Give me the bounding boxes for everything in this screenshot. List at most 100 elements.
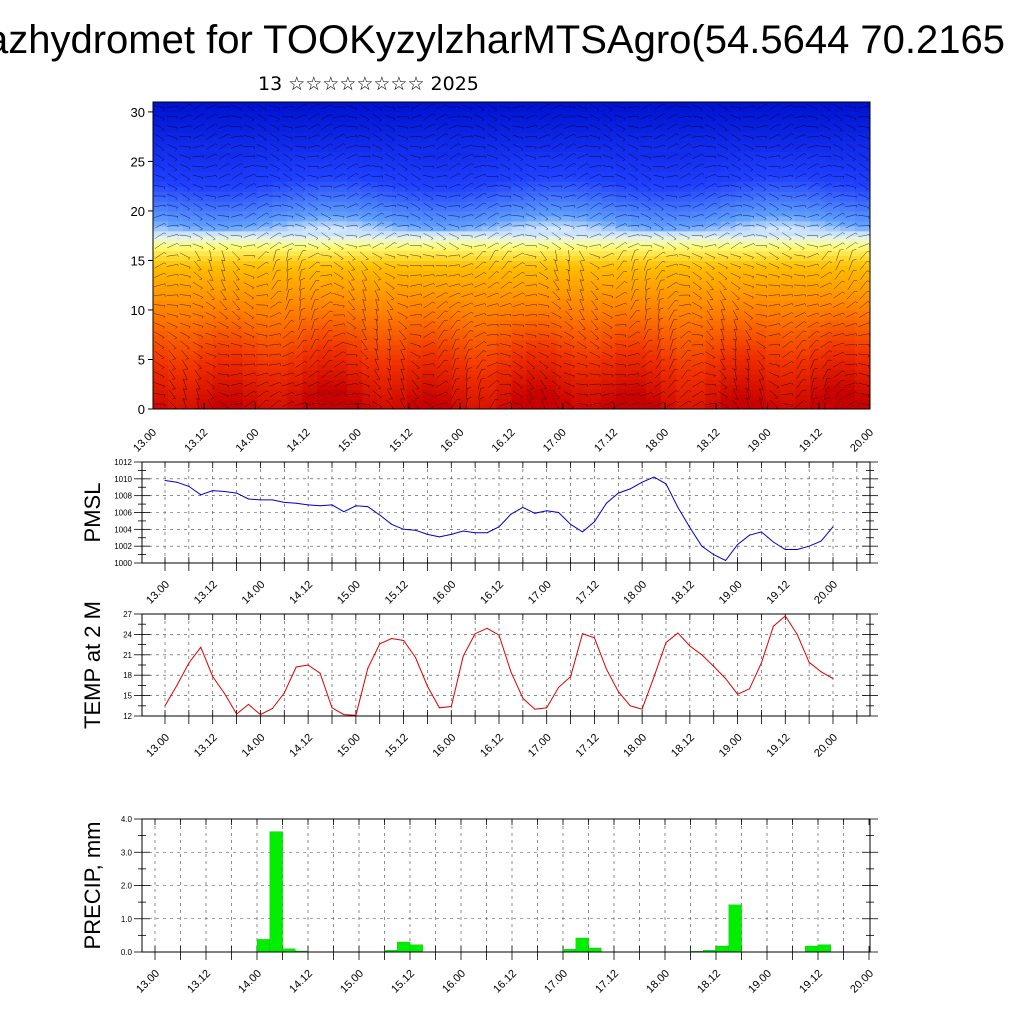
precip-bar [588,947,602,953]
pmsl-xtick-label: 16.00 [430,579,458,607]
temp-xtick-label: 19.12 [764,732,792,760]
temp-data-point [259,714,261,716]
temp-data-point [486,627,488,629]
precip-bar [575,937,589,953]
temp-data-point [522,697,524,699]
temp-grid [142,614,870,716]
temp-xtick-label: 17.00 [526,732,554,760]
xs-ytick-label: 0 [138,402,145,417]
pmsl-data-point [772,541,774,543]
temp-data-point [605,668,607,670]
precip-xtick-label: 17.12 [593,968,621,996]
precip-bar [805,945,819,953]
pmsl-data-point [426,533,428,535]
pmsl-data-point [701,545,703,547]
pmsl-data-point [403,528,405,530]
temp-panel: 12 15 18 21 24 27 TEMP at 2 M 13.00 13.12 14.00 14… [80,601,878,760]
pmsl-grid [142,462,870,563]
pmsl-data-point [450,533,452,535]
temp-data-point [784,615,786,617]
pmsl-data-point [593,521,595,523]
temp-data-point [391,638,393,639]
precip-xtick-label: 19.00 [746,968,774,996]
precip-ytick-label: 3.0 [121,848,133,857]
precip-xtick-label: 17.00 [542,968,570,996]
temp-data-point [236,713,238,715]
temp-data-point [629,705,631,707]
pmsl-ytick-label: 1010 [114,475,132,484]
pmsl-data-point [641,481,643,483]
temp-data-point [438,707,440,709]
temp-data-point [582,633,583,635]
pmsl-data-point [271,499,273,501]
temp-data-point [283,692,285,694]
precip-xtick-label: 14.12 [287,968,315,996]
pmsl-data-point [438,536,440,538]
temp-data-point [271,708,273,709]
precip-xtick-label: 13.12 [185,968,213,996]
temp-xtick-label: 20.00 [812,732,840,760]
temp-data-point [641,708,643,710]
precip-xtick-label: 18.12 [695,968,723,996]
pmsl-data-point [558,512,560,513]
precip-xtick-label: 18.00 [644,968,672,996]
pmsl-xtick-label: 20.00 [812,579,840,607]
temp-data-point [760,662,762,664]
pmsl-data-point [605,502,607,504]
pmsl-ytick-label: 1008 [114,492,132,501]
temp-ylabel: TEMP at 2 M [80,601,105,729]
pmsl-xtick-label: 19.00 [717,579,745,607]
precip-xtick-label: 16.12 [491,968,519,996]
temp-data-point [725,678,727,680]
xs-ytick-label: 20 [131,204,145,219]
temp-xtick-label: 14.12 [287,732,315,760]
xs-ytick-label: 25 [131,154,145,169]
temp-ytick-label: 27 [123,610,132,619]
precip-ytick-label: 0.0 [121,948,133,957]
temp-data-point [570,676,572,678]
pmsl-data-point [629,488,631,490]
pmsl-xtick-label: 13.00 [144,579,172,607]
xs-xtick-label: 16.12 [490,427,518,455]
temp-ytick-label: 12 [123,712,132,721]
temp-xtick-label: 13.12 [192,732,220,760]
precip-xtick-label: 14.00 [236,968,264,996]
temp-xtick-label: 15.00 [335,732,363,760]
cross-section-panel: 0 5 10 15 20 25 30 13.00 13.12 14.00 14.12 15.00 15.… [131,101,876,455]
pmsl-xtick-label: 19.12 [764,579,792,607]
pmsl-data-point [784,549,786,550]
pmsl-data-point [307,504,309,506]
pmsl-data-point [808,545,810,547]
pmsl-data-point [212,490,214,492]
pmsl-xtick-label: 13.12 [192,579,220,607]
temp-data-point [677,632,679,634]
pmsl-ytick-label: 1006 [114,509,132,518]
temp-data-point [415,657,416,658]
precip-ytick-label: 4.0 [121,815,133,824]
temp-xtick-label: 19.00 [717,732,745,760]
temp-data-point [832,678,834,680]
pmsl-data-point [498,526,500,528]
xs-ytick-label: 15 [131,253,145,268]
pmsl-xtick-label: 18.12 [669,579,697,607]
temp-xtick-label: 15.12 [383,732,411,760]
pmsl-ylabel: PMSL [80,483,105,543]
temp-data-point [749,688,750,690]
pmsl-xtick-label: 17.00 [526,579,554,607]
temp-xtick-label: 14.00 [240,732,268,760]
temp-ytick-label: 21 [123,651,132,660]
temp-data-point [367,667,369,669]
temp-data-point [689,645,691,647]
pmsl-data-point [617,492,619,494]
temp-data-point [200,646,202,648]
temp-data-point [224,693,226,695]
temp-data-point [808,661,810,663]
temp-data-point [248,703,249,705]
temp-xtick-label: 17.12 [574,732,602,760]
pmsl-data-point [510,513,512,515]
pmsl-data-point [224,491,226,492]
precip-xtick-label: 15.00 [338,968,366,996]
temp-xtick-label: 18.12 [669,732,697,760]
pmsl-xtick-label: 15.00 [335,579,363,607]
pmsl-data-point [689,527,691,529]
